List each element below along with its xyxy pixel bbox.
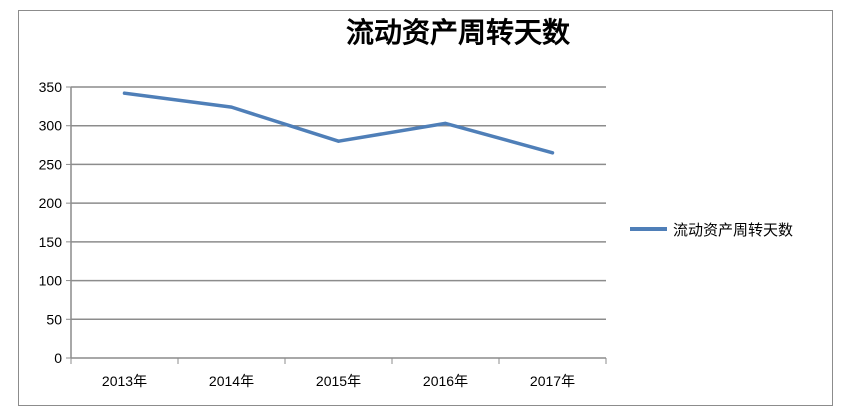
y-tick-label: 350 bbox=[39, 79, 63, 95]
legend: 流动资产周转天数 bbox=[630, 221, 793, 239]
y-tick-label: 250 bbox=[39, 156, 63, 172]
x-tick-label: 2014年 bbox=[209, 373, 254, 389]
y-tick-labels: 0 50 100 150 200 250 300 350 bbox=[39, 79, 63, 366]
y-tick-label: 0 bbox=[54, 350, 62, 366]
data-point bbox=[551, 151, 554, 155]
x-tick-label: 2016年 bbox=[423, 373, 468, 389]
data-point bbox=[123, 91, 126, 95]
series-line-0 bbox=[122, 91, 555, 155]
x-tick-labels: 2013年 2014年 2015年 2016年 2017年 bbox=[102, 373, 575, 389]
legend-label: 流动资产周转天数 bbox=[673, 221, 793, 239]
axes bbox=[70, 87, 607, 364]
data-point bbox=[444, 121, 447, 125]
chart-frame bbox=[18, 10, 833, 406]
x-tick-label: 2017年 bbox=[530, 373, 575, 389]
x-tick-label: 2015年 bbox=[316, 373, 361, 389]
y-tick-label: 100 bbox=[39, 273, 63, 289]
series-lines bbox=[122, 91, 555, 155]
y-tick-label: 200 bbox=[39, 195, 63, 211]
y-tick-label: 300 bbox=[39, 118, 63, 134]
gridlines bbox=[66, 86, 606, 359]
chart-title: 流动资产周转天数 bbox=[346, 16, 571, 49]
y-tick-label: 50 bbox=[46, 311, 62, 327]
data-point bbox=[230, 105, 233, 109]
data-point bbox=[337, 139, 340, 143]
x-tick-label: 2013年 bbox=[102, 373, 147, 389]
y-tick-label: 150 bbox=[39, 234, 63, 250]
